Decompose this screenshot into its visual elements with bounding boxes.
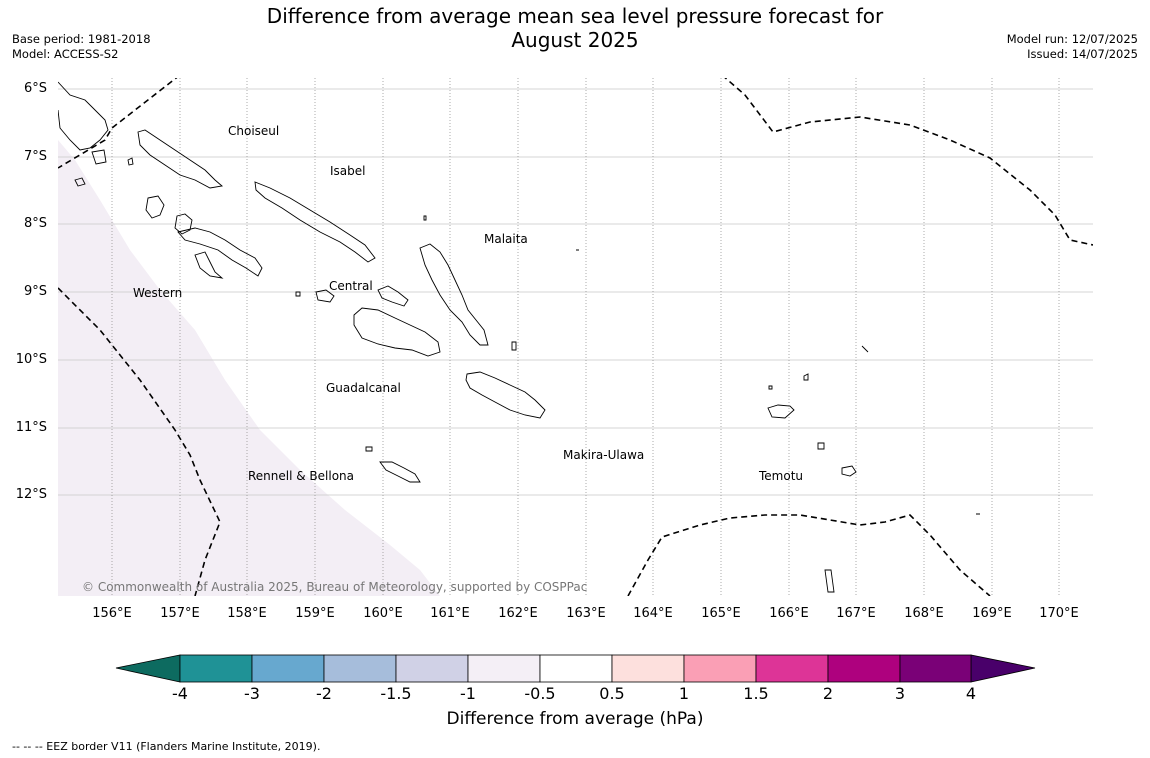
lat-label: 6°S <box>23 81 47 96</box>
place-label-western: Western <box>133 286 183 300</box>
lat-label: 9°S <box>23 284 47 299</box>
colorbar-tick: -0.5 <box>524 684 556 703</box>
colorbar-high-extension <box>970 654 1036 683</box>
place-label-temotu: Temotu <box>759 469 804 483</box>
lat-label: 11°S <box>15 420 47 435</box>
lon-label: 158°E <box>227 606 267 621</box>
colorbar-tick: -3 <box>244 684 260 703</box>
lon-label: 166°E <box>769 606 809 621</box>
lat-label: 12°S <box>15 487 47 502</box>
guadalcanal-island <box>353 307 441 357</box>
eez-legend-note: -- -- -- EEZ border V11 (Flanders Marine… <box>12 740 321 753</box>
colorbar-tick: 1 <box>678 684 690 703</box>
colorbar-tick: -1.5 <box>380 684 412 703</box>
title-line-1: Difference from average mean sea level p… <box>266 4 884 28</box>
lat-gridlines <box>58 88 1093 496</box>
place-label-central: Central <box>329 279 373 293</box>
colorbar-tick: -1 <box>460 684 476 703</box>
ulawa-island <box>511 341 517 351</box>
chart-title: Difference from average mean sea level p… <box>0 4 1150 52</box>
isabel-island <box>254 181 376 263</box>
lon-label: 162°E <box>498 606 538 621</box>
place-label-isabel: Isabel <box>330 164 366 178</box>
lon-label: 165°E <box>701 606 741 621</box>
lon-label: 160°E <box>363 606 403 621</box>
malaita-island <box>419 243 489 346</box>
lon-gridlines <box>111 78 1060 596</box>
vella-lavella-island <box>145 195 165 219</box>
lon-label: 157°E <box>160 606 200 621</box>
santa-cruz-island <box>767 404 795 419</box>
lon-label: 159°E <box>295 606 335 621</box>
lon-label: 161°E <box>430 606 470 621</box>
islands <box>58 81 980 593</box>
colorbar-tick: -2 <box>316 684 332 703</box>
lon-label: 168°E <box>904 606 944 621</box>
place-label-rennell-bellona: Rennell & Bellona <box>248 469 355 483</box>
place-label-choiseul: Choiseul <box>228 124 280 138</box>
kolombangara-island <box>174 213 193 235</box>
choiseul-island <box>137 129 224 189</box>
new-georgia-island <box>177 227 263 277</box>
model-name: Model: ACCESS-S2 <box>12 47 119 61</box>
colorbar-tick: 0.5 <box>599 684 625 703</box>
colorbar-tick: 1.5 <box>743 684 769 703</box>
lon-label: 169°E <box>972 606 1012 621</box>
place-label-guadalcanal: Guadalcanal <box>326 381 401 395</box>
place-label-malaita: Malaita <box>484 232 528 246</box>
meta-right: Model run: 12/07/2025 Issued: 14/07/2025 <box>1007 32 1138 62</box>
lon-label: 163°E <box>566 606 606 621</box>
meta-left: Base period: 1981-2018 Model: ACCESS-S2 <box>12 32 151 62</box>
rendova-island <box>194 251 224 279</box>
vanikoro-island <box>841 465 857 477</box>
base-period: Base period: 1981-2018 <box>12 32 151 46</box>
colorbar-tick: 2 <box>822 684 834 703</box>
tikopia-island <box>817 442 825 450</box>
makira-island <box>465 371 546 419</box>
bougainville-island <box>58 81 109 151</box>
eez-borders <box>58 78 1093 596</box>
lon-label: 170°E <box>1039 606 1079 621</box>
lat-label: 7°S <box>23 149 47 164</box>
nggela-islands <box>377 285 409 307</box>
copyright-notice: © Commonwealth of Australia 2025, Bureau… <box>82 580 588 594</box>
lat-label: 8°S <box>23 216 47 231</box>
colorbar-tick: 3 <box>894 684 906 703</box>
colorbar-title: Difference from average (hPa) <box>446 709 704 729</box>
negative-anomaly-region <box>58 140 440 596</box>
place-label-makira-ulawa: Makira-Ulawa <box>563 448 645 462</box>
colorbar-tick: -4 <box>172 684 188 703</box>
lon-label: 164°E <box>633 606 673 621</box>
issued-date: Issued: 14/07/2025 <box>1027 47 1138 61</box>
small-islets <box>74 149 980 593</box>
rennell-island <box>379 461 421 483</box>
title-line-2: August 2025 <box>511 28 639 52</box>
colorbar-low-extension <box>115 654 181 683</box>
lon-label: 167°E <box>836 606 876 621</box>
colorbar-tick: 4 <box>965 684 977 703</box>
colorbar <box>115 654 1036 683</box>
model-run: Model run: 12/07/2025 <box>1006 32 1138 46</box>
lon-label: 156°E <box>92 606 132 621</box>
lat-label: 10°S <box>15 352 47 367</box>
